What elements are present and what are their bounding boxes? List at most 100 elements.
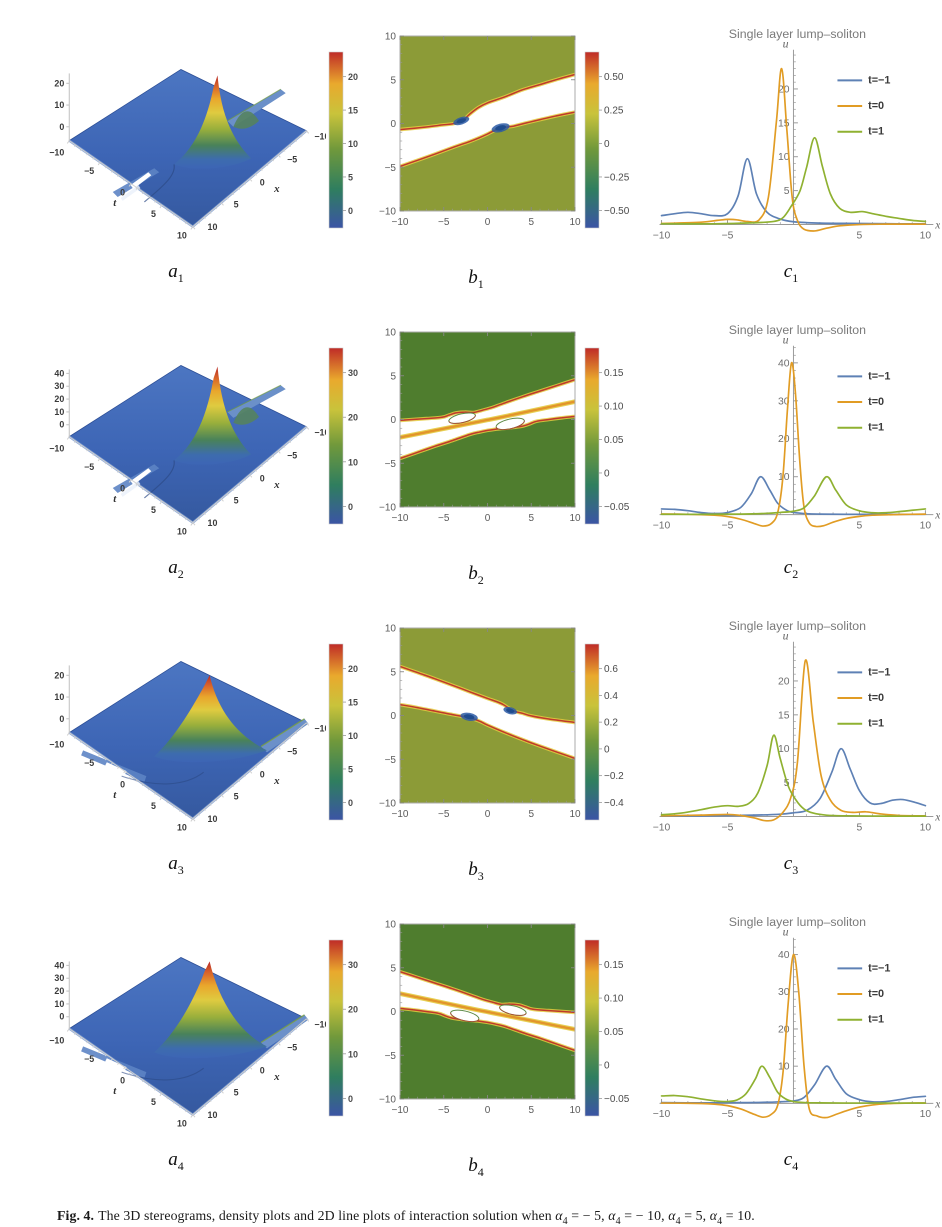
- panel-density-b4: −10 −5 0 5 10 10 5 0 −5 −10 b4: [370, 912, 582, 1180]
- line-x-tick-label: 10: [920, 521, 932, 532]
- colorbar-gradient: [584, 939, 600, 1117]
- colorbar-tick-label: 0: [348, 1094, 353, 1104]
- colorbar-tick-label: 0.10: [604, 994, 624, 1005]
- svg-text:40: 40: [54, 960, 64, 970]
- line-x-tick-label: 10: [920, 822, 932, 833]
- density-y-tick-label: −10: [379, 503, 396, 514]
- svg-text:10: 10: [208, 222, 218, 232]
- svg-text:0: 0: [59, 1012, 64, 1022]
- surface-t-axis: −5 0 5 10 t: [84, 166, 187, 240]
- svg-text:0: 0: [120, 187, 125, 197]
- density-y-tick-label: −5: [385, 755, 397, 766]
- legend-item-label: t=−1: [868, 74, 890, 86]
- colorbar-left: 30 20 10 0: [326, 912, 370, 1188]
- svg-text:5: 5: [151, 505, 156, 515]
- colorbar-tick-label: 0.05: [604, 435, 624, 446]
- line-x-tick-label: −5: [722, 230, 734, 241]
- panel-label-c3: c3: [783, 853, 799, 877]
- svg-text:20: 20: [54, 78, 64, 88]
- line-y-tick-label: 20: [778, 1024, 790, 1035]
- colorbar-left: 30 20 10 0: [326, 320, 370, 596]
- line-plot-title: Single layer lump–soliton: [729, 915, 866, 929]
- panel-label-b4: b4: [468, 1155, 484, 1179]
- svg-text:x: x: [273, 183, 280, 195]
- line-series-t=−1: [660, 475, 927, 516]
- density-x-tick-label: 10: [569, 217, 581, 228]
- colorbar-tick-label: 0: [604, 139, 610, 150]
- svg-text:0: 0: [260, 178, 265, 188]
- figure-row-1: 20 10 0 −10 −5 0 5 10 t 10 5 0 −5 −10 x a1 20 15 10 5 0 −10 −5…: [26, 24, 942, 300]
- svg-text:10: 10: [177, 230, 187, 240]
- surface-3d-plot: 40 30 20 10 0 −10 −5 0 5 10 t 10 5 0 −5 −10 x: [49, 365, 326, 536]
- panel-3d-a4: 40 30 20 10 0 −10 −5 0 5 10 t 10 5 0 −5 −10 x a4: [26, 912, 326, 1174]
- colorbar-tick-label: 5: [348, 764, 353, 774]
- density-x-tick-label: 0: [485, 513, 491, 524]
- line-y-axis-label: u: [783, 37, 789, 51]
- colorbar-tick-label: −0.25: [604, 172, 630, 183]
- svg-text:0: 0: [59, 122, 64, 132]
- colorbar-tick-label: 10: [348, 139, 358, 149]
- line-x-axis-label: x: [934, 217, 940, 231]
- colorbar-tick-label: 20: [348, 1005, 358, 1015]
- svg-text:20: 20: [54, 670, 64, 680]
- density-x-tick-label: −10: [392, 513, 409, 524]
- figure-caption: Fig. 4. The 3D stereograms, density plots…: [57, 1208, 922, 1227]
- svg-text:40: 40: [54, 368, 64, 378]
- figure-row-2: 403020100−10−50510t1050−5−10xa23020100−1…: [26, 320, 942, 596]
- surface-base: [68, 365, 308, 524]
- svg-text:−10: −10: [314, 132, 326, 142]
- svg-text:0: 0: [120, 779, 125, 789]
- legend-item-label: t=−1: [868, 962, 890, 974]
- density-soliton-band: [400, 74, 575, 167]
- panel-label-a3: a3: [168, 853, 184, 877]
- density-content: [400, 377, 575, 461]
- panel-density-b3: −10 −5 0 5 10 10 5 0 −5 −10 b3: [370, 616, 582, 884]
- svg-text:5: 5: [151, 209, 156, 219]
- variable-alpha: α: [709, 1208, 718, 1223]
- colorbar-tick-label: 0.10: [604, 402, 624, 413]
- colorbar-density: 0.6 0.4 0.2 0 −0.2 −0.4: [584, 643, 624, 821]
- colorbar-tick-label: 0.15: [604, 960, 624, 971]
- line-y-tick-label: 40: [778, 358, 790, 369]
- panel-label-b3: b3: [468, 859, 484, 883]
- surface-t-axis: −5 0 5 10 t: [84, 1054, 187, 1128]
- density-x-tick-label: 0: [485, 217, 491, 228]
- density-y-tick-label: 5: [390, 371, 396, 382]
- legend-item-label: t=0: [868, 988, 884, 1000]
- line-plot: −10 −5 5 10 10 20 30 40 Single layer lump–solito…: [653, 323, 940, 532]
- line-y-tick-label: 40: [778, 950, 790, 961]
- svg-text:−5: −5: [84, 462, 94, 472]
- density-y-tick-label: 5: [390, 963, 396, 974]
- svg-text:−5: −5: [84, 758, 94, 768]
- panel-line-c3: −10 −5 5 10 5 10 15 20 Single layer lump–soliton…: [642, 616, 940, 878]
- line-y-tick-label: 15: [778, 118, 790, 129]
- line-series-t=1: [660, 734, 927, 818]
- colorbar-gradient: [584, 643, 600, 821]
- density-x-tick-label: 0: [485, 1105, 491, 1116]
- density-x-tick-label: −5: [438, 1105, 450, 1116]
- caption-body: The 3D stereograms, density plots and 2D…: [98, 1208, 755, 1227]
- colorbar-3d: 30 20 10 0: [328, 347, 358, 525]
- density-y-tick-label: 5: [390, 75, 396, 86]
- svg-text:10: 10: [54, 407, 64, 417]
- colorbar-3d: 20 15 10 5 0: [328, 643, 358, 821]
- colorbar-tick-label: −0.05: [604, 1094, 630, 1105]
- line-legend: t=−1 t=0 t=1: [837, 962, 890, 1026]
- surface-box-edges: [66, 1018, 310, 1118]
- legend-item-label: t=−1: [868, 370, 890, 382]
- line-series-t=−1: [660, 1065, 927, 1104]
- svg-text:10: 10: [208, 1110, 218, 1120]
- line-x-tick-label: 5: [857, 1109, 863, 1120]
- density-y-tick-label: 10: [385, 328, 397, 339]
- svg-text:10: 10: [177, 822, 187, 832]
- svg-text:−10: −10: [49, 147, 64, 157]
- density-y-tick-label: 5: [390, 667, 396, 678]
- surface-z-axis: 20 10 0 −10: [49, 665, 70, 749]
- svg-text:0: 0: [120, 1075, 125, 1085]
- svg-text:10: 10: [177, 526, 187, 536]
- surface-peak: [154, 675, 267, 763]
- svg-text:−10: −10: [49, 739, 64, 749]
- density-x-tick-label: −10: [392, 217, 409, 228]
- colorbar-tick-label: 0.15: [604, 368, 624, 379]
